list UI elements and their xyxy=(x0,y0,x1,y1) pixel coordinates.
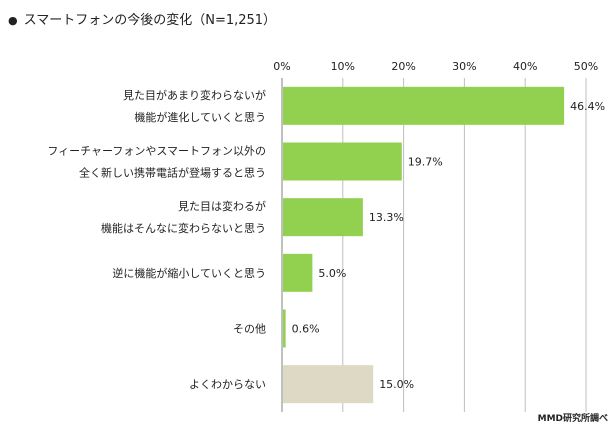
data-label: 5.0% xyxy=(318,267,346,280)
category-label: 見た目は変わるが xyxy=(178,199,266,213)
bar xyxy=(283,309,286,348)
data-label: 19.7% xyxy=(408,156,443,169)
source-note: MMD研究所調べ xyxy=(537,414,608,424)
chart-title-text: スマートフォンの今後の変化（N=1,251） xyxy=(23,13,277,28)
x-tick-label: 30% xyxy=(452,60,476,73)
data-label: 13.3% xyxy=(369,211,404,224)
category-label: よくわからない xyxy=(189,378,266,391)
data-label: 46.4% xyxy=(570,100,605,113)
category-label: 全く新しい携帯電話が登場すると思う xyxy=(79,166,266,180)
category-label: その他 xyxy=(233,323,266,336)
bar xyxy=(283,198,363,237)
data-label: 0.6% xyxy=(292,323,320,336)
data-label: 15.0% xyxy=(379,378,414,391)
category-label: 見た目があまり変わらないが xyxy=(123,88,266,102)
x-tick-label: 20% xyxy=(391,60,415,73)
bar xyxy=(283,253,313,292)
x-tick-label: 40% xyxy=(513,60,537,73)
x-tick-label: 10% xyxy=(331,60,355,73)
chart-title: ● スマートフォンの今後の変化（N=1,251） xyxy=(8,9,276,28)
category-label: フィーチャーフォンやスマートフォン以外の xyxy=(47,145,266,158)
title-bullet: ● xyxy=(8,14,18,27)
x-tick-label: 50% xyxy=(574,60,598,73)
bar xyxy=(283,142,402,181)
bar xyxy=(283,86,565,125)
category-label: 逆に機能が縮小していくと思う xyxy=(112,266,266,280)
bar xyxy=(283,365,374,404)
category-label: 機能が進化していくと思う xyxy=(134,110,266,124)
x-tick-label: 0% xyxy=(273,60,290,73)
category-label: 機能はそんなに変わらないと思う xyxy=(101,221,266,235)
